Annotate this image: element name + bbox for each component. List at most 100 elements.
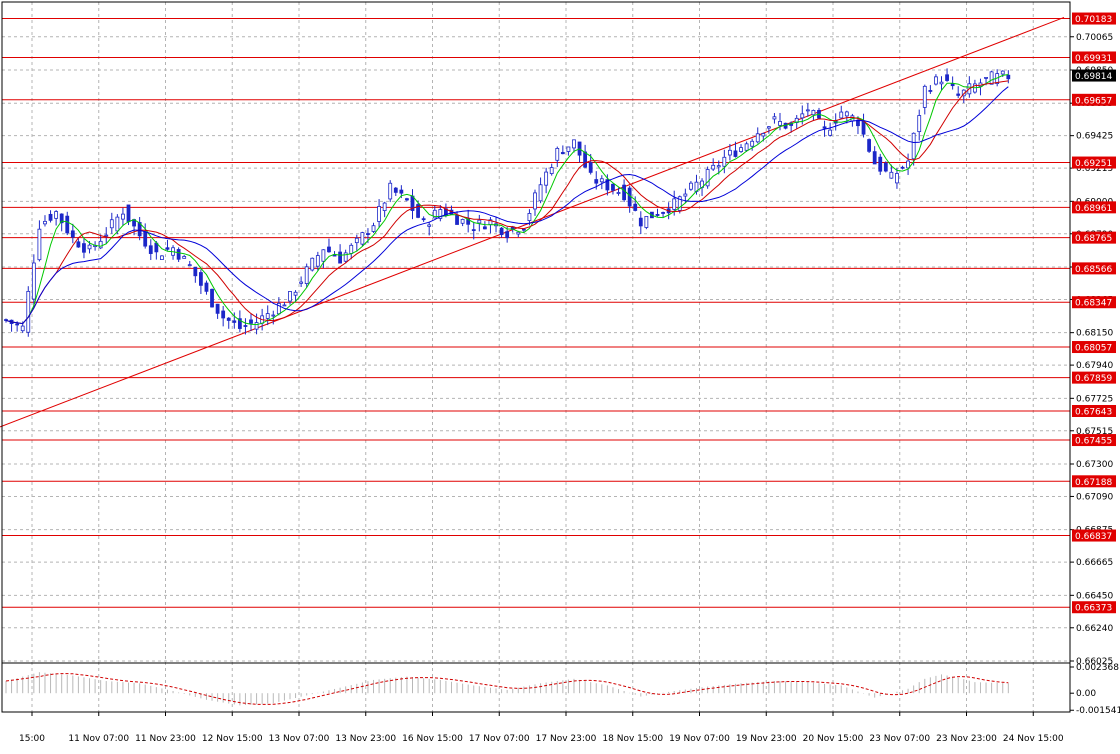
candle-body	[310, 257, 315, 271]
trendline	[0, 16, 1065, 428]
candle-body	[683, 193, 688, 197]
candle-body	[805, 109, 810, 112]
candle-body	[249, 319, 253, 324]
level-label: 0.68347	[1075, 299, 1112, 309]
candle-body	[644, 216, 649, 228]
candle-body	[405, 198, 409, 201]
candle-body	[321, 249, 326, 262]
candle-body	[611, 183, 615, 191]
candle-body	[739, 147, 743, 152]
candle-body	[176, 249, 181, 260]
candle-body	[221, 310, 226, 319]
osc-signal-line	[5, 673, 1009, 705]
time-tick-label: 12 Nov 15:00	[202, 734, 263, 744]
price-tick-label: 0.66665	[1076, 558, 1113, 568]
time-tick-label: 17 Nov 23:00	[536, 734, 597, 744]
price-tick-label: 0.67515	[1076, 427, 1113, 437]
level-label-bg	[1072, 371, 1116, 384]
osc-tick-label: 0.00	[1076, 689, 1096, 699]
level-label: 0.66837	[1075, 532, 1112, 542]
candle-body	[115, 216, 120, 232]
price-axis: 0.700650.698500.696350.694250.692150.690…	[1070, 12, 1116, 667]
candle-body	[460, 219, 465, 224]
candle-body	[343, 252, 348, 262]
candle-body	[538, 184, 543, 202]
candle-body	[594, 179, 599, 184]
mid-ma-line	[5, 80, 1009, 325]
time-tick-label: 19 Nov 07:00	[669, 734, 730, 744]
time-tick-label: 23 Nov 23:00	[936, 734, 997, 744]
candle-body	[895, 173, 899, 184]
candle-body	[293, 291, 298, 296]
time-tick-label: 24 Nov 15:00	[1003, 734, 1064, 744]
candle-body	[839, 111, 844, 119]
candle-body	[934, 76, 938, 85]
candle-body	[377, 206, 381, 222]
candle-body	[672, 198, 677, 210]
candle-body	[1000, 70, 1005, 75]
moving-averages	[5, 74, 1009, 326]
candle-body	[210, 288, 214, 308]
candle-body	[527, 213, 532, 221]
level-label: 0.68057	[1075, 344, 1112, 354]
candle-body	[432, 209, 437, 219]
candle-body	[187, 264, 192, 267]
candle-body	[148, 245, 153, 254]
time-tick-label: 13 Nov 07:00	[269, 734, 330, 744]
price-tick-label: 0.68150	[1076, 329, 1113, 339]
candle-body	[98, 240, 103, 249]
plot-border	[1, 1, 1071, 713]
time-tick-label: 15:00	[19, 734, 45, 744]
candle-body	[844, 111, 849, 117]
candle-body	[482, 226, 487, 230]
time-tick-label: 11 Nov 23:00	[135, 734, 196, 744]
price-tick-label: 0.69215	[1076, 164, 1113, 174]
candle-body	[922, 85, 927, 108]
time-tick-label: 16 Nov 15:00	[402, 734, 463, 744]
candle-body	[455, 214, 459, 225]
time-axis: 15:00 11 Nov 07:00 11 Nov 23:00 12 Nov 15:0…	[19, 712, 1064, 744]
candle-body	[505, 231, 510, 239]
candle-body	[304, 266, 309, 284]
candle-body	[104, 234, 109, 237]
level-label-bg	[1072, 201, 1116, 214]
level-label: 0.67455	[1075, 437, 1112, 447]
fast-ma-line	[5, 74, 1009, 326]
level-label: 0.67188	[1075, 478, 1112, 488]
candle-body	[254, 322, 259, 330]
current-price-bg	[1072, 69, 1116, 82]
candle-body	[622, 184, 626, 201]
candle-body	[87, 244, 92, 250]
candle-body	[59, 213, 64, 224]
time-tick-label: 11 Nov 07:00	[68, 734, 129, 744]
candle-body	[711, 164, 716, 170]
level-label-bg	[1072, 12, 1116, 25]
candle-body	[466, 218, 471, 225]
price-tick-label: 0.66450	[1076, 591, 1113, 601]
level-label: 0.69251	[1075, 159, 1112, 169]
candle-body	[566, 146, 571, 152]
candle-body	[471, 229, 476, 232]
candle-body	[388, 182, 393, 200]
level-label-bg	[1072, 231, 1116, 244]
candle-body	[477, 219, 482, 224]
candle-body	[616, 192, 621, 194]
level-label-bg	[1072, 156, 1116, 169]
candle-body	[605, 179, 610, 191]
candle-body	[43, 220, 47, 225]
candle-body	[516, 231, 521, 235]
candle-body	[315, 255, 320, 267]
candle-body	[31, 262, 36, 300]
candle-body	[878, 156, 883, 172]
candle-body	[109, 219, 114, 229]
candle-body	[366, 233, 370, 235]
candle-body	[421, 218, 426, 221]
candle-body	[37, 228, 42, 261]
candle-body	[889, 171, 894, 179]
trendline-group	[0, 16, 1065, 428]
price-tick-label: 0.70065	[1076, 33, 1113, 43]
candle-body	[633, 203, 638, 211]
level-label: 0.66373	[1075, 604, 1112, 614]
